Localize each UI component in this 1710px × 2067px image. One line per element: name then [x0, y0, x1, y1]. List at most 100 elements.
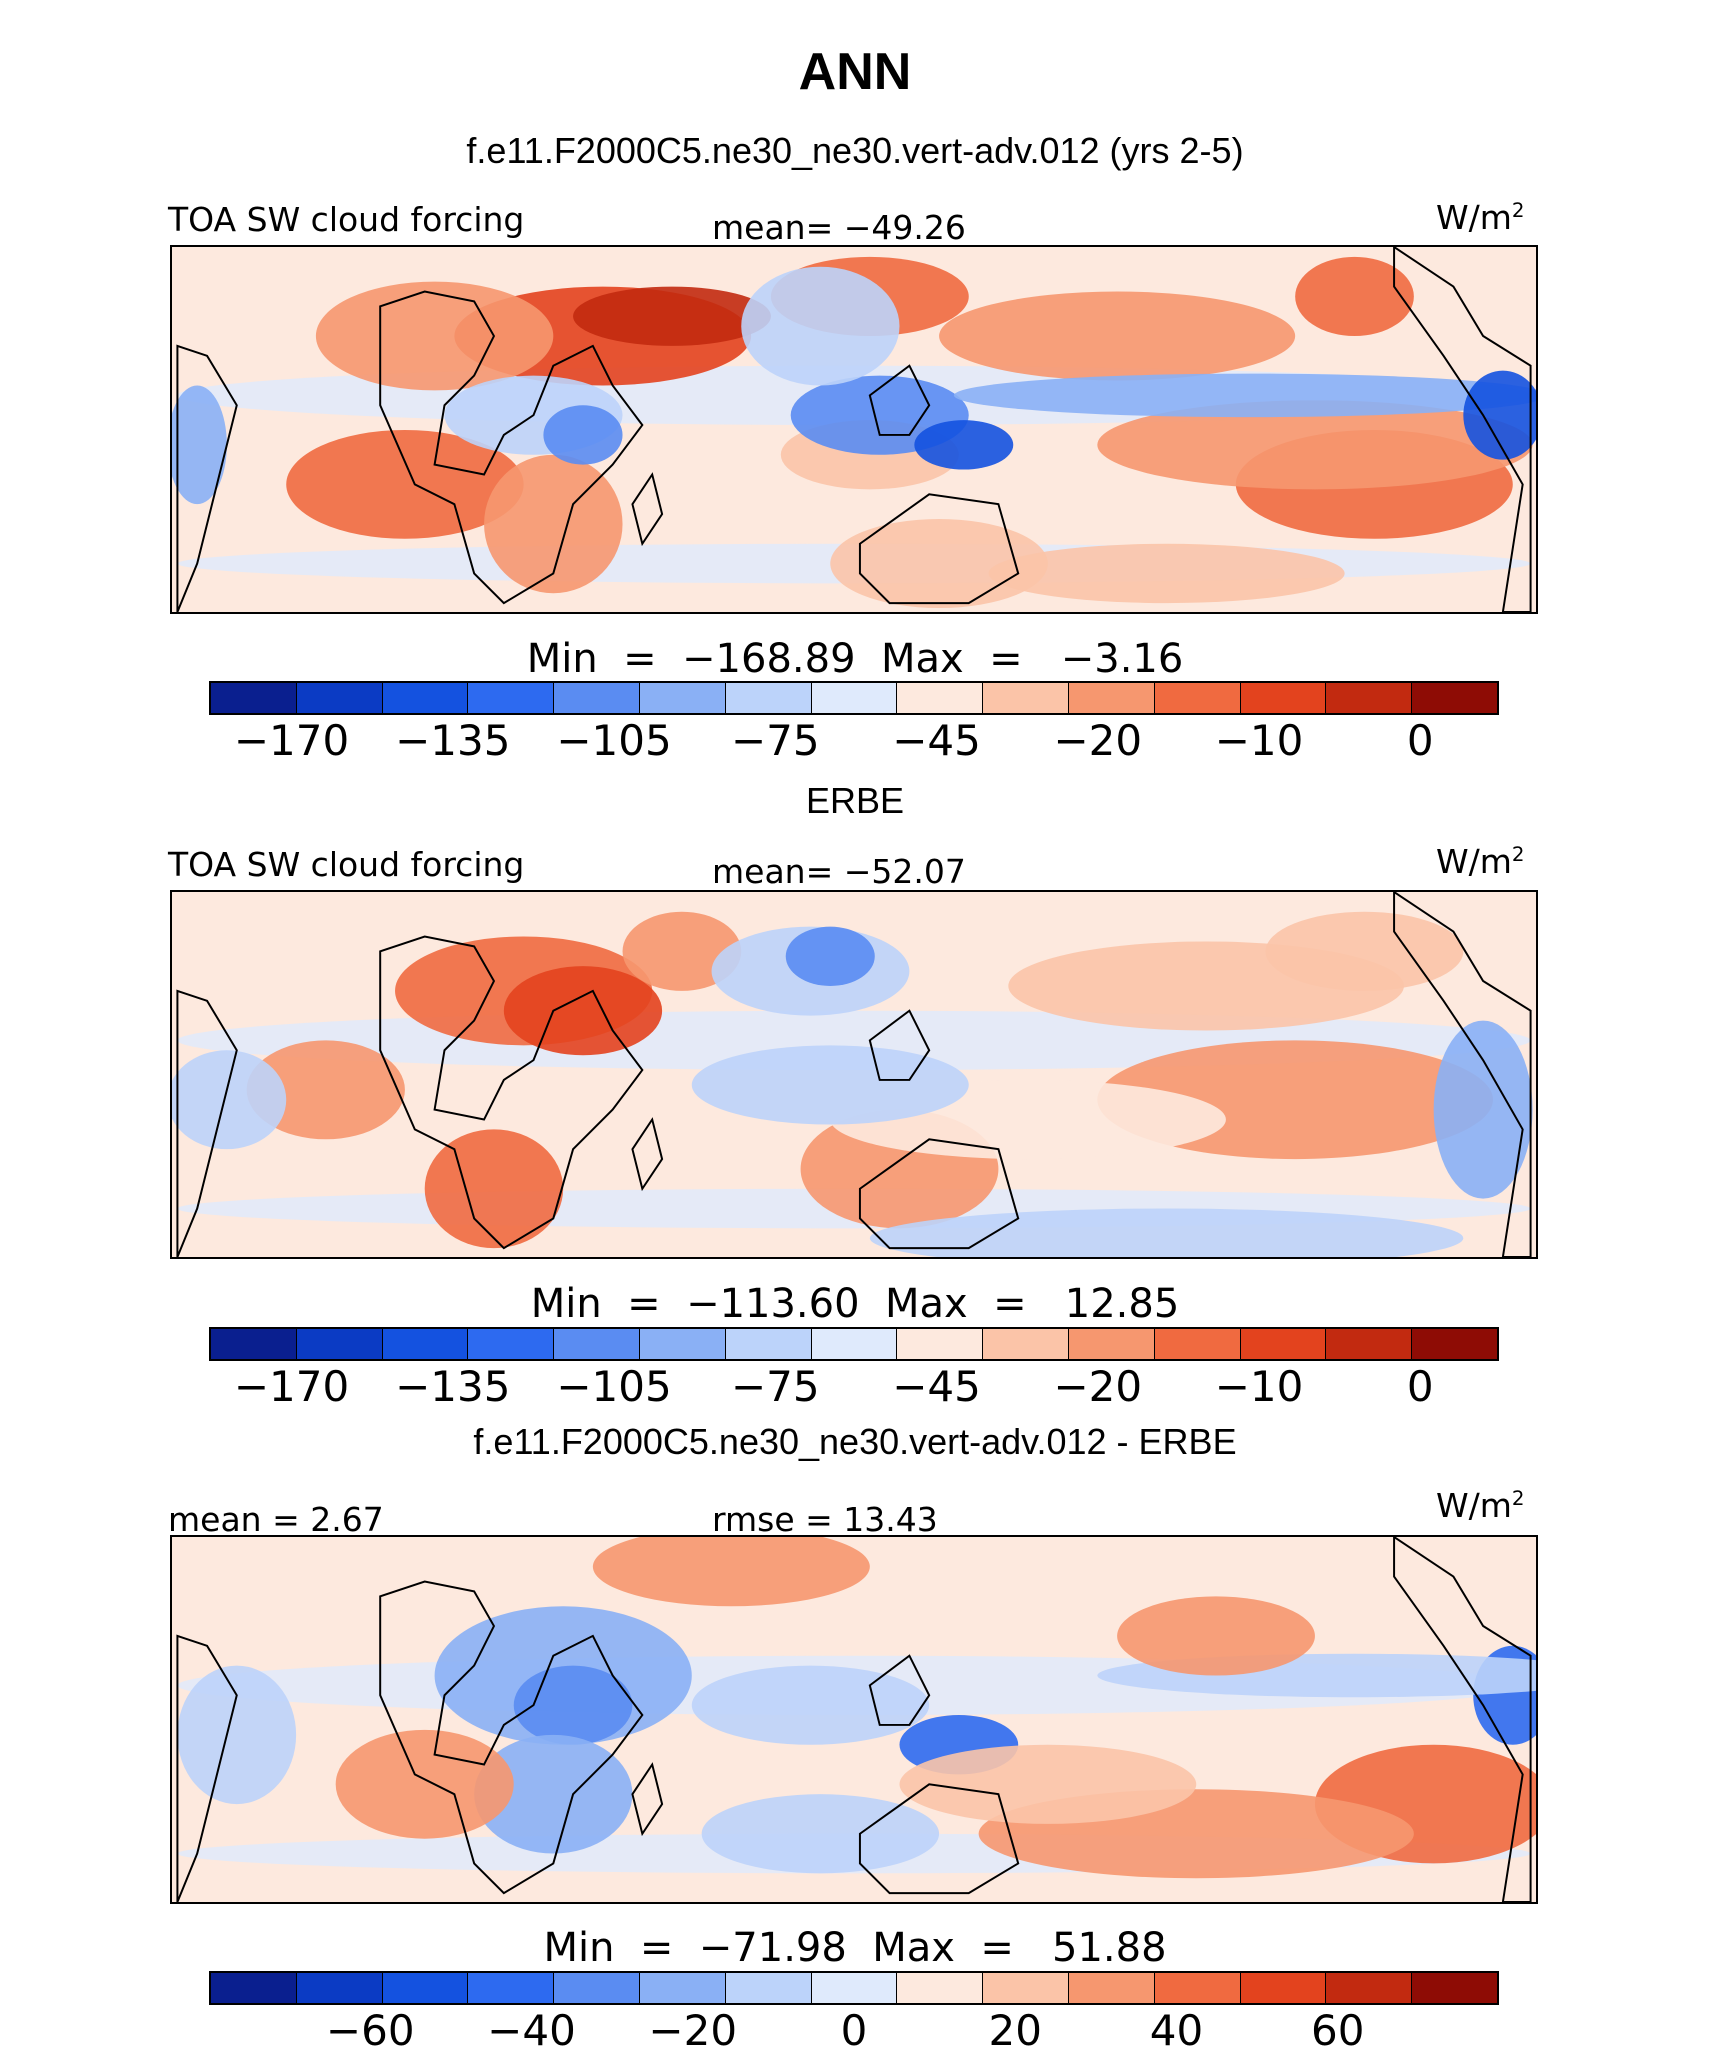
coastline [868, 1009, 931, 1081]
contour-region [474, 1734, 633, 1854]
colorbar-swatch [554, 1973, 640, 2003]
contour-region [1463, 370, 1536, 460]
contour-region [741, 266, 900, 386]
contour-region [513, 1665, 633, 1745]
panel-1-title: f.e11.F2000C5.ne30_ne30.vert-adv.012 (yr… [466, 130, 1244, 171]
panel-1-units: W/m2 [1436, 198, 1525, 237]
panel-1-colorbar [209, 681, 1499, 715]
panel-2-variable-label: TOA SW cloud forcing [168, 845, 525, 884]
colorbar-swatch [725, 1329, 812, 1359]
colorbar-tick-label: −45 [892, 716, 981, 765]
contour-region [701, 1794, 940, 1874]
colorbar-tick-label: −135 [395, 716, 511, 765]
colorbar-swatch [554, 683, 640, 713]
colorbar-tick-label: 0 [1406, 1362, 1434, 1411]
colorbar-swatch [1326, 1329, 1413, 1359]
panel-2-units: W/m2 [1436, 842, 1525, 881]
colorbar-tick-label: −20 [1053, 1362, 1143, 1411]
contour-region [691, 1665, 930, 1745]
panel-3-mean-label: mean = 2.67 [168, 1500, 384, 1539]
coastline [379, 935, 644, 1250]
contour-region [286, 429, 524, 539]
colorbar-tick-label: −10 [1214, 716, 1304, 765]
colorbar-swatch [639, 683, 726, 713]
colorbar-tick-label: −20 [648, 2006, 738, 2055]
colorbar-swatch [811, 1973, 898, 2003]
panel-3-rmse-label: rmse = 13.43 [712, 1500, 938, 1539]
colorbar-swatch [1068, 1329, 1155, 1359]
contour-region [939, 291, 1296, 381]
contour-region [573, 286, 771, 346]
colorbar-swatch [382, 1973, 469, 2003]
colorbar-tick-label: 20 [988, 2006, 1042, 2055]
colorbar-swatch [897, 1329, 984, 1359]
coastline [858, 1783, 1020, 1895]
coastline [379, 1580, 644, 1895]
colorbar-swatch [1240, 683, 1327, 713]
panel-3-map [170, 1535, 1538, 1904]
colorbar-swatch [1240, 1329, 1327, 1359]
contour-region [172, 1050, 287, 1150]
coastline [868, 1654, 931, 1726]
colorbar-swatch [296, 1973, 383, 2003]
colorbar-swatch [1154, 1973, 1241, 2003]
contour-region [1433, 1020, 1533, 1199]
contour-region [315, 281, 554, 391]
colorbar-swatch [296, 683, 383, 713]
colorbar-swatch [639, 1973, 726, 2003]
contour-region [1117, 1596, 1315, 1676]
contour-region [592, 1537, 870, 1607]
main-title: ANN [798, 43, 912, 101]
colorbar-swatch [1412, 1973, 1497, 2003]
contour-region [830, 519, 1048, 609]
colorbar-tick-label: −75 [730, 1362, 820, 1411]
colorbar-swatch [211, 1329, 297, 1359]
colorbar-swatch [725, 683, 812, 713]
colorbar-swatch [1412, 683, 1497, 713]
panel-2-title: ERBE [805, 780, 905, 821]
colorbar-swatch [639, 1329, 726, 1359]
colorbar-tick-label: −45 [892, 1362, 981, 1411]
coastline [1393, 1537, 1532, 1902]
colorbar-tick-label: 0 [840, 2006, 868, 2055]
contour-region [172, 385, 227, 505]
contour-region [424, 1129, 564, 1249]
coastline [868, 364, 931, 436]
coastline [858, 1138, 1020, 1250]
colorbar-swatch [811, 683, 898, 713]
contour-region [1295, 256, 1414, 337]
colorbar-swatch [554, 1329, 640, 1359]
contour-region [1097, 400, 1533, 490]
contour-region [1265, 911, 1464, 991]
contour-region [988, 543, 1345, 604]
colorbar-swatch [1326, 1973, 1413, 2003]
colorbar-swatch [468, 1329, 555, 1359]
coastline [176, 1634, 238, 1902]
panel-3-title: f.e11.F2000C5.ne30_ne30.vert-adv.012 - E… [473, 1421, 1237, 1462]
colorbar-swatch [897, 1973, 984, 2003]
colorbar-swatch [296, 1329, 383, 1359]
panel-3-minmax: Min = −71.98 Max = 51.88 [543, 1925, 1167, 1971]
panel-3-units: W/m2 [1436, 1486, 1525, 1525]
panel-1-colorbar-ticks: −170 −135 −105 −75 −45 −20 −10 0 [209, 716, 1499, 765]
colorbar-swatch [983, 1973, 1069, 2003]
colorbar-swatch [1068, 1973, 1155, 2003]
coastline [631, 1762, 664, 1837]
coastline [1393, 892, 1532, 1257]
contour-region [785, 926, 875, 986]
contour-region [869, 1208, 1464, 1257]
panel-2-minmax: Min = −113.60 Max = 12.85 [530, 1281, 1180, 1327]
coastline [1393, 247, 1532, 612]
coastline [631, 472, 664, 547]
colorbar-swatch [468, 683, 555, 713]
panel-1-minmax: Min = −168.89 Max = −3.16 [526, 636, 1184, 682]
contour-field [172, 247, 1536, 612]
panel-2-map [170, 890, 1538, 1259]
colorbar-swatch [811, 1329, 898, 1359]
panel-1-map [170, 245, 1538, 614]
colorbar-swatch [382, 1329, 469, 1359]
colorbar-tick-label: −170 [233, 1362, 350, 1411]
colorbar-swatch [1068, 683, 1155, 713]
colorbar-swatch [211, 683, 297, 713]
contour-region [335, 1729, 514, 1839]
